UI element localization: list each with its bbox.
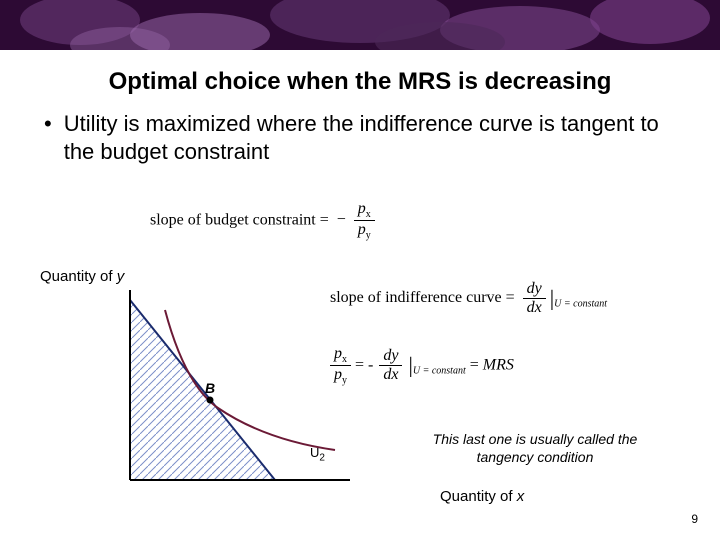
budget-chart <box>100 290 360 500</box>
page-number: 9 <box>691 512 698 526</box>
x-axis-label-b: x <box>517 488 525 505</box>
banner-texture <box>0 0 720 50</box>
eq3-mrs: MRS <box>483 356 514 373</box>
eq3-uconst: U = constant <box>413 366 466 377</box>
tangency-note: This last one is usually called the tang… <box>420 430 650 466</box>
curve-u2-label: U2 <box>310 445 325 464</box>
bullet-item: • Utility is maximized where the indiffe… <box>0 96 720 166</box>
eq1-subx: x <box>366 209 371 220</box>
eq1-fraction: px py <box>354 200 375 241</box>
bullet-marker: • <box>44 110 52 138</box>
eq2-fraction: dy dx <box>523 280 546 317</box>
curve-u2-b: 2 <box>319 453 325 464</box>
eq1-minus: − <box>337 211 346 228</box>
eq3-eq2: = <box>470 356 483 373</box>
x-axis-label: Quantity of x <box>440 488 524 505</box>
y-axis-label-b: y <box>117 268 125 285</box>
eq1-label: slope of budget constraint = <box>150 211 329 228</box>
equation-budget-slope: slope of budget constraint = − px py <box>150 200 375 241</box>
eq3-right-frac: dy dx <box>379 347 402 384</box>
x-axis-label-a: Quantity of <box>440 488 517 505</box>
eq1-px: p <box>358 200 366 217</box>
bullet-text: Utility is maximized where the indiffere… <box>64 110 676 166</box>
note-line2: tangency condition <box>477 449 594 465</box>
eq3-dy: dy <box>379 347 402 366</box>
eq3-dx: dx <box>379 366 402 384</box>
top-banner <box>0 0 720 50</box>
equation-indiff-slope: slope of indifference curve = dy dx |U =… <box>330 280 607 317</box>
eq2-dx: dx <box>523 299 546 317</box>
curve-u2-a: U <box>310 445 319 460</box>
note-line1: This last one is usually called the <box>433 431 638 447</box>
y-axis-label-a: Quantity of <box>40 268 117 285</box>
point-b-label: B <box>205 380 215 396</box>
tangency-point <box>207 397 214 404</box>
eq1-suby: y <box>366 230 371 241</box>
page-title: Optimal choice when the MRS is decreasin… <box>0 68 720 96</box>
eq3-neg: - <box>368 356 373 373</box>
eq2-uconst: U = constant <box>554 298 607 309</box>
y-axis-label: Quantity of y <box>40 268 124 285</box>
eq2-dy: dy <box>523 280 546 299</box>
eq1-py: p <box>358 221 366 238</box>
